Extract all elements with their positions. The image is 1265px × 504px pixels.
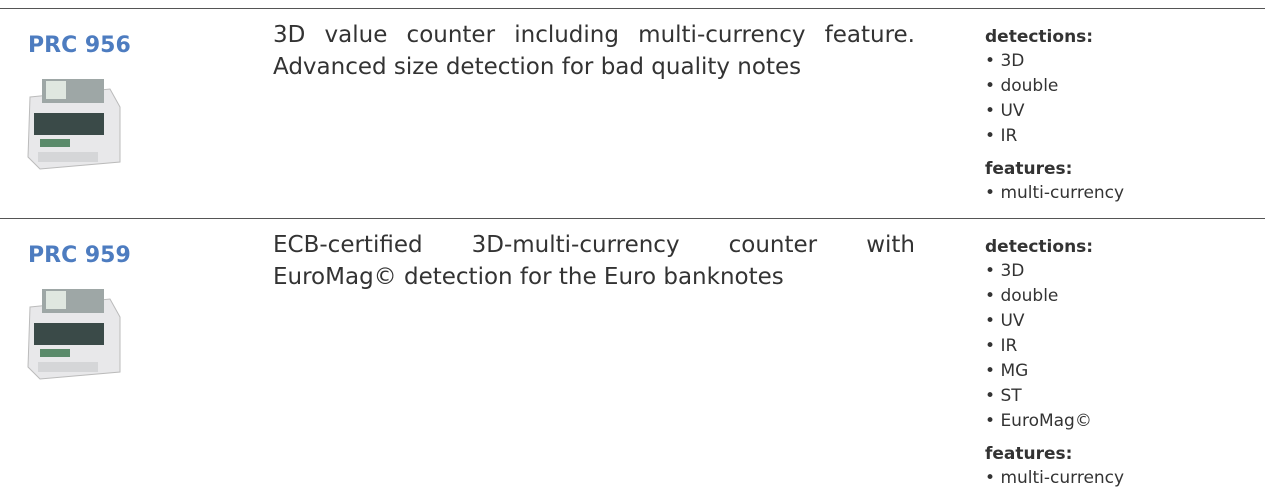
product-row: PRC 959 ECB-certified 3D-multi-currency …: [0, 218, 1265, 504]
detection-item: MG: [985, 359, 1124, 384]
detection-item: IR: [985, 124, 1124, 149]
feature-item: multi-currency: [985, 181, 1124, 206]
product-name: PRC 959: [28, 243, 131, 268]
detection-item: double: [985, 74, 1124, 99]
features-label: features:: [985, 159, 1073, 179]
features-list: multi-currency: [985, 181, 1124, 206]
detection-item: double: [985, 284, 1124, 309]
features-label: features:: [985, 444, 1073, 464]
detection-item: UV: [985, 99, 1124, 124]
product-photo: [27, 289, 121, 380]
detection-item: ST: [985, 384, 1124, 409]
spec-column: detections:3DdoubleUVIRMGSTEuroMag© featu…: [985, 235, 1124, 499]
detections-label: detections:: [985, 27, 1094, 47]
product-description: ECB-certified 3D-multi-currency counter …: [273, 232, 915, 290]
product-photo: [27, 79, 121, 170]
detection-item: UV: [985, 309, 1124, 334]
detection-item: 3D: [985, 259, 1124, 284]
detection-item: 3D: [985, 49, 1124, 74]
detections-label: detections:: [985, 237, 1094, 257]
product-description: 3D value counter including multi-currenc…: [273, 22, 915, 80]
detection-item: IR: [985, 334, 1124, 359]
detections-list: 3DdoubleUVIR: [985, 49, 1124, 149]
product-name: PRC 956: [28, 33, 131, 58]
features-list: multi-currency: [985, 466, 1124, 491]
detections-list: 3DdoubleUVIRMGSTEuroMag©: [985, 259, 1124, 434]
detection-item: EuroMag©: [985, 409, 1124, 434]
product-row: PRC 956 3D value counter including multi…: [0, 8, 1265, 219]
spec-column: detections:3DdoubleUVIR features:multi-cu…: [985, 25, 1124, 214]
feature-item: multi-currency: [985, 466, 1124, 491]
